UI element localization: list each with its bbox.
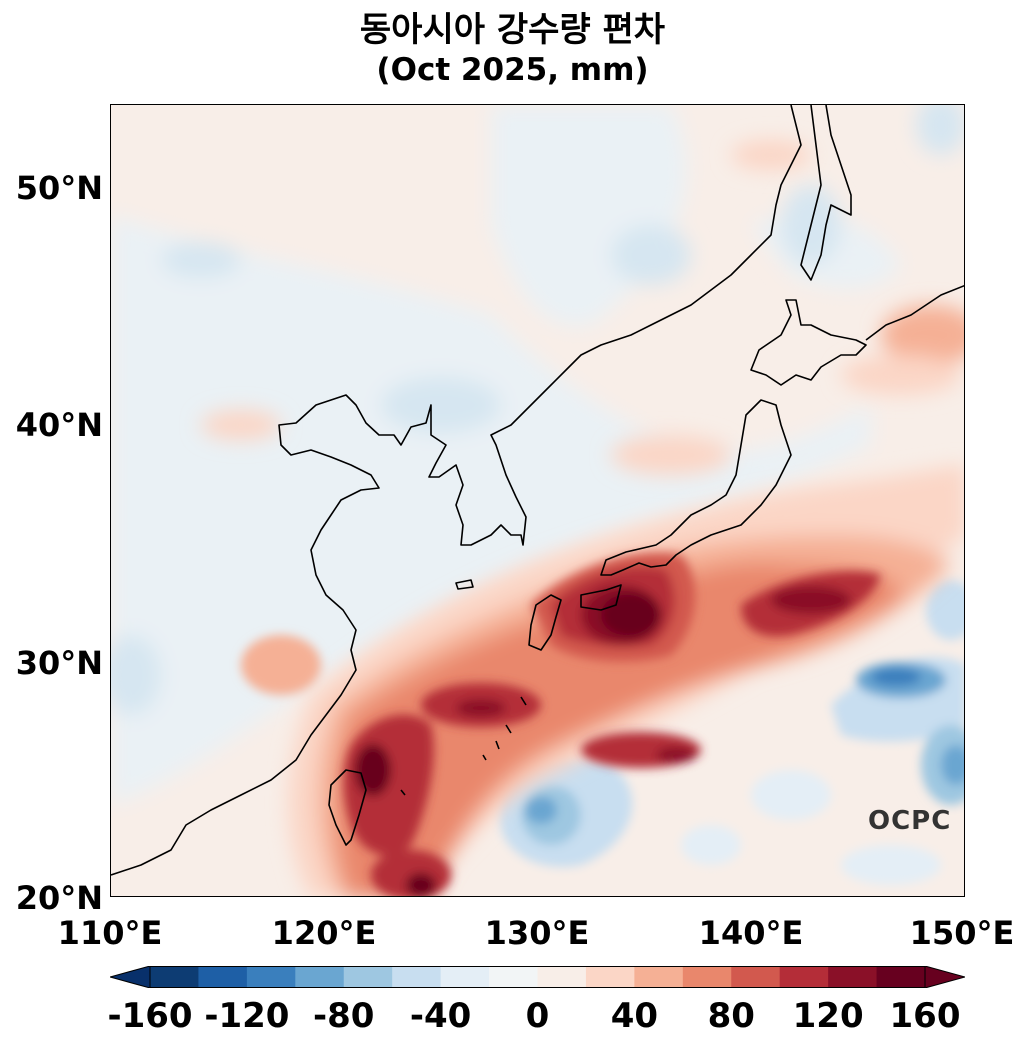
coastline-shikoku (580, 584, 622, 611)
colorbar-extend-max (924, 966, 965, 988)
coastline-honshu (600, 399, 792, 576)
colorbar-swatch (489, 966, 538, 988)
colorbar-swatch (537, 966, 587, 988)
colorbar-tick-label: 40 (610, 996, 659, 1036)
colorbar-tick-label: -80 (313, 996, 375, 1036)
lon-label-110e: 110°E (57, 914, 163, 952)
ocpc-watermark: OCPC (868, 806, 952, 836)
coastline-hokkaido (750, 299, 867, 386)
lon-label-150e: 150°E (909, 914, 1015, 952)
colorbar-tick-label: -160 (107, 996, 193, 1036)
coastline-jeju (455, 579, 474, 590)
colorbar-tick-label: 160 (889, 996, 961, 1036)
colorbar-swatch (682, 966, 732, 988)
colorbar-swatch (779, 966, 829, 988)
lon-label-140e: 140°E (698, 914, 804, 952)
coastline-kyushu (528, 594, 562, 651)
lat-label-30n: 30°N (15, 644, 103, 682)
coastlines (111, 105, 964, 876)
colorbar-swatch (392, 966, 442, 988)
positive-anomaly-north (201, 140, 964, 475)
lat-label-20n: 20°N (15, 879, 103, 917)
colorbar-swatch (246, 966, 296, 988)
lon-label-130e: 130°E (484, 914, 590, 952)
lat-label-50n: 50°N (15, 169, 103, 207)
coastline-kuril (865, 284, 964, 341)
map-subtitle: (Oct 2025, mm) (376, 52, 649, 88)
colorbar-swatch (828, 966, 878, 988)
colorbar-tick-label: 80 (707, 996, 755, 1036)
colorbar-extend-min (110, 966, 151, 988)
negative-anomaly-south (499, 580, 964, 885)
colorbar (110, 966, 965, 988)
map-panel (110, 104, 965, 897)
colorbar-swatch (731, 966, 781, 988)
colorbar-tick-label: -40 (409, 996, 472, 1036)
colorbar-swatch (440, 966, 490, 988)
colorbar-swatch (634, 966, 684, 988)
lat-label-40n: 40°N (15, 406, 103, 444)
colorbar-swatch (150, 966, 199, 988)
colorbar-tick-label: -120 (204, 996, 290, 1036)
colorbar-tick-label: 0 (525, 996, 550, 1036)
colorbar-swatch (876, 966, 926, 988)
coastline-continent (111, 105, 802, 876)
coastline-sakhalin (800, 105, 852, 281)
coastline-taiwan (328, 769, 367, 846)
colorbar-swatch (585, 966, 635, 988)
map-title: 동아시아 강수량 편차 (359, 10, 666, 50)
colorbar-swatch (295, 966, 345, 988)
colorbar-swatch (343, 966, 393, 988)
colorbar-swatch (198, 966, 248, 988)
anomaly-map (111, 105, 964, 896)
coastline-ryukyu (400, 696, 527, 796)
colorbar-tick-label: 120 (792, 996, 864, 1036)
colorbar-frame (149, 966, 926, 988)
lon-label-120e: 120°E (271, 914, 377, 952)
